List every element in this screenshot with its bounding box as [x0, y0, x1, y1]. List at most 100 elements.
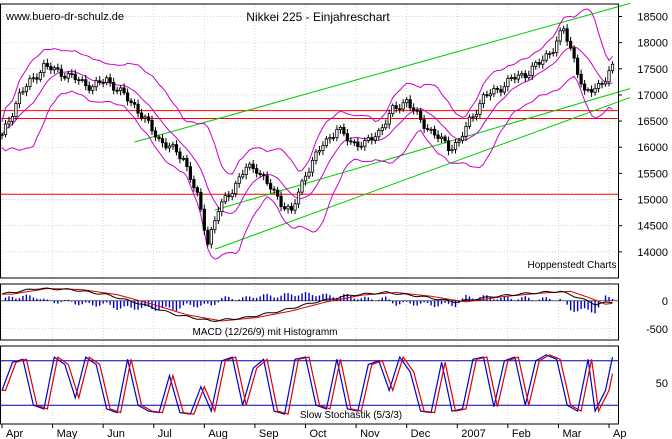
- price-candle: [303, 171, 308, 186]
- price-candle: [38, 70, 42, 82]
- price-candle: [202, 204, 206, 235]
- price-tick-label: 15000: [637, 195, 668, 207]
- candle-body: [87, 85, 91, 91]
- candle-body: [150, 119, 154, 132]
- candle-body: [551, 51, 555, 54]
- candle-body: [415, 109, 419, 112]
- price-candle: [523, 70, 527, 83]
- price-candle: [439, 133, 444, 143]
- price-candle: [77, 76, 81, 85]
- axis-layer: Apr May Jun Jul Aug Sep Oct Nov Dec 2007 Feb Mar Ap 1…: [0, 3, 668, 439]
- price-candle: [199, 188, 203, 212]
- price-candle: [338, 125, 342, 134]
- month-label: Jul: [158, 428, 172, 439]
- price-candle: [401, 99, 405, 112]
- candle-body: [405, 99, 409, 104]
- trend-line: [214, 88, 631, 211]
- price-candle: [105, 75, 109, 86]
- candle-body: [453, 142, 458, 150]
- candle-body: [167, 145, 172, 149]
- price-candle: [265, 171, 269, 186]
- candle-body: [432, 128, 437, 136]
- price-candle: [129, 98, 133, 107]
- candle-body: [136, 103, 140, 114]
- month-label: 2007: [461, 428, 485, 439]
- month-label: Oct: [310, 428, 327, 439]
- price-candle: [216, 207, 220, 225]
- candle-body: [502, 86, 506, 93]
- macd-layer: [0, 287, 618, 322]
- price-candle: [136, 99, 140, 118]
- price-candle: [310, 157, 315, 177]
- candle-body: [331, 137, 336, 139]
- price-candle: [436, 130, 440, 143]
- candle-body: [523, 73, 527, 79]
- lower-band: [1, 75, 613, 260]
- price-candle: [125, 88, 130, 106]
- price-candle: [160, 134, 165, 148]
- price-tick-label: 15500: [637, 168, 668, 180]
- price-candle: [555, 36, 559, 57]
- month-label: Mar: [562, 428, 581, 439]
- candle-body: [73, 73, 77, 81]
- price-candle: [499, 85, 503, 97]
- stochastic-tick-label: 50: [656, 378, 668, 390]
- candle-body: [293, 203, 297, 211]
- price-candle: [122, 83, 126, 96]
- price-candle: [377, 127, 381, 141]
- candle-body: [509, 77, 513, 79]
- price-candle: [530, 62, 534, 80]
- candle-body: [255, 168, 259, 174]
- month-label: Nov: [360, 428, 380, 439]
- candle-body: [610, 63, 615, 72]
- candle-body: [488, 93, 493, 97]
- price-candle: [45, 58, 49, 70]
- candle-body: [460, 135, 465, 142]
- candle-body: [112, 82, 116, 91]
- price-candle: [603, 77, 608, 87]
- price-candle: [188, 161, 192, 183]
- candle-body: [192, 179, 196, 189]
- candle-body: [146, 116, 151, 121]
- candle-body: [237, 176, 241, 184]
- candle-body: [534, 62, 538, 67]
- price-candle: [415, 107, 419, 115]
- price-candle: [328, 134, 332, 144]
- price-candle: [66, 70, 70, 83]
- candle-body: [157, 136, 161, 139]
- trend-line: [134, 2, 631, 143]
- candle-body: [310, 159, 315, 173]
- candle-body: [174, 144, 179, 153]
- trend-line: [214, 97, 631, 250]
- stochastic-label: Slow Stochastik (5/3/3): [300, 410, 402, 421]
- price-candle: [429, 126, 433, 135]
- candle-body: [565, 28, 569, 42]
- candle-body: [300, 180, 304, 193]
- month-label: Feb: [512, 428, 531, 439]
- candle-body: [303, 175, 308, 182]
- price-candle: [244, 163, 248, 180]
- upper-band: [1, 8, 613, 175]
- macd-tick-label: 0: [662, 296, 668, 308]
- price-candle: [467, 114, 472, 129]
- candle-body: [352, 141, 356, 144]
- candle-body: [213, 220, 217, 230]
- candle-body: [59, 68, 63, 77]
- website-label: www.buero-dr-schulz.de: [5, 11, 124, 23]
- candle-body: [0, 134, 4, 137]
- candle-body: [171, 144, 175, 147]
- price-candle: [286, 203, 290, 214]
- candle-body: [188, 166, 192, 180]
- price-candle: [610, 61, 615, 74]
- price-candle: [446, 136, 451, 156]
- candle-body: [199, 191, 203, 210]
- candle-body: [115, 89, 119, 92]
- macd-line: [1, 287, 613, 322]
- candle-body: [464, 125, 468, 137]
- price-candle: [363, 137, 367, 151]
- candle-body: [492, 88, 496, 95]
- price-candle: [262, 171, 266, 181]
- candle-body: [387, 113, 391, 125]
- price-tick-label: 17500: [637, 64, 668, 76]
- price-candle: [157, 134, 161, 142]
